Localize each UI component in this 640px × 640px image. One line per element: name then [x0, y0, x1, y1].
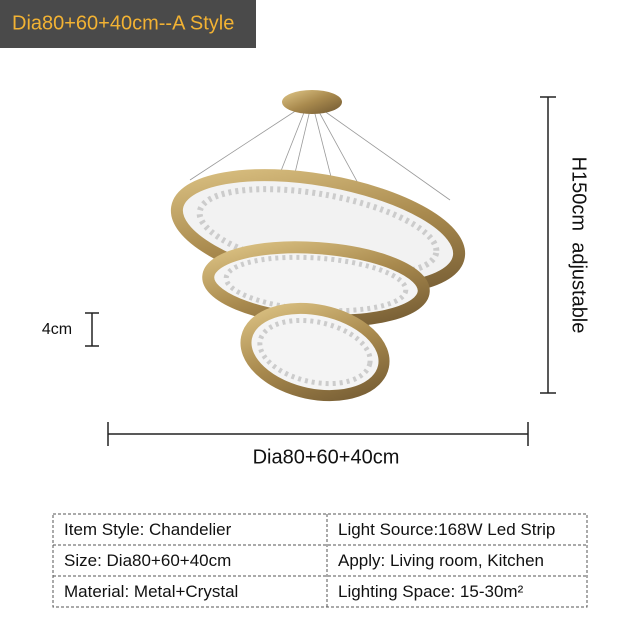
table-cell: Lighting Space: 15-30m²: [338, 582, 524, 601]
table-cell: Light Source:168W Led Strip: [338, 520, 555, 539]
chandelier: [170, 90, 466, 402]
table-cell: Material: Metal+Crystal: [64, 582, 238, 601]
header-label: Dia80+60+40cm--A Style: [12, 12, 234, 34]
spec-table: Item Style: Chandelier Light Source:168W …: [52, 513, 588, 608]
height-label: H150cm adjustable: [568, 157, 590, 334]
header-badge: [0, 0, 256, 48]
table-cell: Size: Dia80+60+40cm: [64, 551, 231, 570]
diameter-label: Dia80+60+40cm: [253, 446, 400, 468]
table-border: [52, 513, 588, 608]
dimension-lines: [85, 96, 556, 446]
gap-label: 4cm: [42, 321, 72, 338]
table-cell: Item Style: Chandelier: [64, 520, 232, 539]
table-cell: Apply: Living room, Kitchen: [338, 551, 544, 570]
